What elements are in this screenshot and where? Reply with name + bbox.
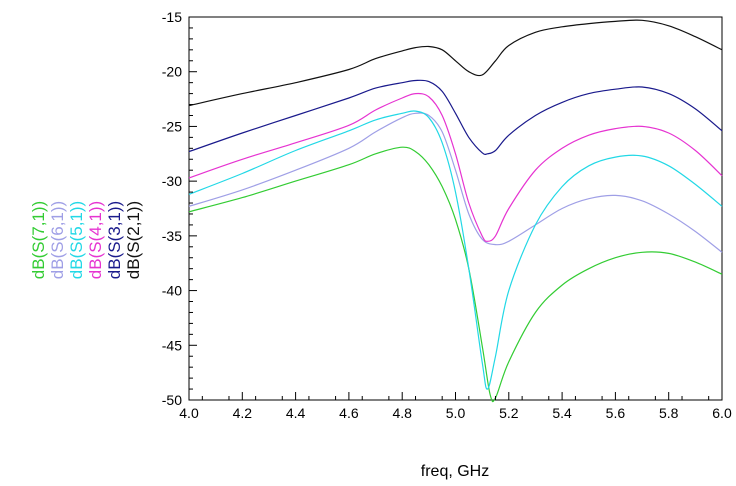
x-tick-label: 4.0 (179, 405, 199, 421)
y-tick-label: -45 (162, 337, 182, 353)
series-line-5-1 (188, 110, 723, 390)
legend: dB(S(7,1)) dB(S(6,1)) dB(S(5,1)) dB(S(4,1))… (29, 201, 143, 279)
x-tick-label: 5.6 (606, 405, 626, 421)
legend-label: dB(S(4,1)) (86, 201, 105, 279)
x-tick-label: 6.0 (712, 405, 732, 421)
x-tick-label: 4.8 (392, 405, 412, 421)
series-line-7-1 (188, 146, 723, 403)
y-tick-label: -40 (162, 283, 182, 299)
series-layer (188, 19, 723, 403)
legend-label: dB(S(6,1)) (48, 201, 67, 279)
y-tick-label: -15 (162, 9, 182, 25)
x-axis-title: freq, GHz (421, 463, 489, 480)
legend-label: dB(S(7,1)) (29, 201, 48, 279)
y-tick-label: -30 (162, 173, 182, 189)
series-line-3-1 (188, 79, 723, 156)
y-tick-label: -50 (162, 392, 182, 408)
x-tick-label: 5.8 (659, 405, 679, 421)
plot-area-frame (188, 16, 723, 401)
x-tick-label: 5.2 (499, 405, 519, 421)
series-line-6-1 (188, 112, 723, 253)
y-tick-label: -35 (162, 228, 182, 244)
legend-label: dB(S(3,1)) (105, 201, 124, 279)
series-line-4-1 (188, 92, 723, 242)
x-tick-label: 4.4 (286, 405, 306, 421)
x-axis: 4.0 4.2 4.4 4.6 4.8 5.0 5.2 5.4 5.6 5.8 6.0 (179, 392, 732, 421)
y-tick-label: -20 (162, 64, 182, 80)
x-tick-label: 4.6 (339, 405, 359, 421)
x-tick-label: 5.0 (446, 405, 466, 421)
legend-label: dB(S(5,1)) (67, 201, 86, 279)
legend-label: dB(S(2,1)) (124, 201, 143, 279)
x-tick-label: 5.4 (552, 405, 572, 421)
y-tick-label: -25 (162, 118, 182, 134)
y-axis: -15 -20 -25 -30 -35 -40 -45 -50 (162, 9, 197, 408)
series-line-2-1 (188, 19, 723, 107)
x-tick-label: 4.2 (233, 405, 253, 421)
